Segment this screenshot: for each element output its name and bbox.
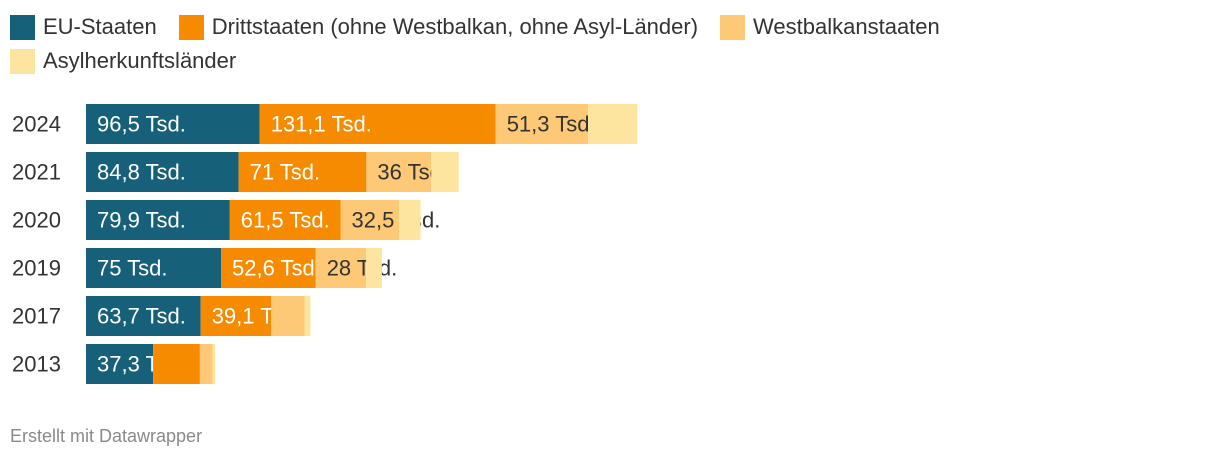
category-label-2024: 2024 bbox=[12, 112, 61, 137]
bar-2019-asylherkunftsl bbox=[366, 248, 382, 288]
footer-credit: Erstellt mit Datawrapper bbox=[10, 426, 203, 446]
category-label-2019: 2019 bbox=[12, 256, 61, 281]
bar-2021-drittstaaten bbox=[238, 152, 367, 192]
data-label-2020-drittstaaten: 61,5 Tsd. bbox=[241, 208, 330, 233]
data-label-2020-eu: 79,9 Tsd. bbox=[97, 208, 186, 233]
bar-2013-drittstaaten bbox=[153, 344, 200, 384]
data-label-2024-westbalkanstaaten: 51,3 Tsd. bbox=[507, 112, 596, 137]
bar-2021-asylherkunftsl bbox=[431, 152, 459, 192]
bar-2013-eu bbox=[86, 344, 154, 384]
bar-2020-asylherkunftsl bbox=[399, 200, 421, 240]
category-label-2021: 2021 bbox=[12, 160, 61, 185]
bar-2020-drittstaaten bbox=[229, 200, 341, 240]
data-label-2020-westbalkanstaaten: 32,5 Tsd. bbox=[352, 208, 441, 233]
category-label-2013: 2013 bbox=[12, 352, 61, 377]
bar-2013-westbalkanstaaten bbox=[199, 344, 213, 384]
bar-2019-westbalkanstaaten bbox=[315, 248, 367, 288]
bar-2019-eu bbox=[86, 248, 221, 288]
legend: EU-Staaten Drittstaaten (ohne Westbalkan… bbox=[10, 10, 1210, 78]
bar-2017-westbalkanstaaten bbox=[271, 296, 305, 336]
legend-row-1: EU-Staaten Drittstaaten (ohne Westbalkan… bbox=[10, 10, 1210, 44]
data-label-2021-drittstaaten: 71 Tsd. bbox=[250, 160, 321, 185]
bar-2017-drittstaaten bbox=[200, 296, 272, 336]
legend-swatch-asyl bbox=[10, 48, 35, 74]
legend-label-eu: EU-Staaten bbox=[43, 14, 157, 39]
bar-2020-westbalkanstaaten bbox=[340, 200, 399, 240]
legend-item-westbalkan: Westbalkanstaaten bbox=[720, 14, 940, 40]
data-label-2019-eu: 75 Tsd. bbox=[97, 256, 168, 281]
category-label-2017: 2017 bbox=[12, 304, 61, 329]
bar-2024-eu bbox=[86, 104, 260, 144]
legend-label-asyl: Asylherkunftsländer bbox=[43, 48, 237, 73]
legend-swatch-westbalkan bbox=[720, 14, 746, 40]
data-label-2019-westbalkanstaaten: 28 Tsd. bbox=[327, 256, 398, 281]
data-label-2024-drittstaaten: 131,1 Tsd. bbox=[271, 112, 372, 137]
category-label-2020: 2020 bbox=[12, 208, 61, 233]
legend-item-eu: EU-Staaten bbox=[10, 14, 157, 40]
legend-swatch-eu bbox=[10, 14, 35, 40]
data-label-2017-eu: 63,7 Tsd. bbox=[97, 304, 186, 329]
legend-item-drittstaaten: Drittstaaten (ohne Westbalkan, ohne Asyl… bbox=[178, 14, 699, 40]
bar-2020-eu bbox=[86, 200, 230, 240]
legend-item-asyl: Asylherkunftsländer bbox=[10, 48, 236, 74]
legend-label-westbalkan: Westbalkanstaaten bbox=[753, 14, 940, 39]
bar-2024-westbalkanstaaten bbox=[495, 104, 588, 144]
legend-row-2: Asylherkunftsländer bbox=[10, 44, 1210, 78]
data-label-2021-eu: 84,8 Tsd. bbox=[97, 160, 186, 185]
data-label-2024-eu: 96,5 Tsd. bbox=[97, 112, 186, 137]
bar-2017-asylherkunftsl bbox=[304, 296, 311, 336]
legend-swatch-drittstaaten bbox=[178, 14, 204, 40]
bar-2021-eu bbox=[86, 152, 239, 192]
bar-2017-eu bbox=[86, 296, 201, 336]
bar-2021-westbalkanstaaten bbox=[366, 152, 432, 192]
bar-2019-drittstaaten bbox=[221, 248, 316, 288]
bar-2024-asylherkunftsl bbox=[588, 104, 638, 144]
data-label-2019-drittstaaten: 52,6 Tsd. bbox=[232, 256, 321, 281]
bar-2024-drittstaaten bbox=[259, 104, 496, 144]
legend-label-drittstaaten: Drittstaaten (ohne Westbalkan, ohne Asyl… bbox=[211, 14, 699, 39]
bar-2013-asylherkunftsl bbox=[212, 344, 216, 384]
